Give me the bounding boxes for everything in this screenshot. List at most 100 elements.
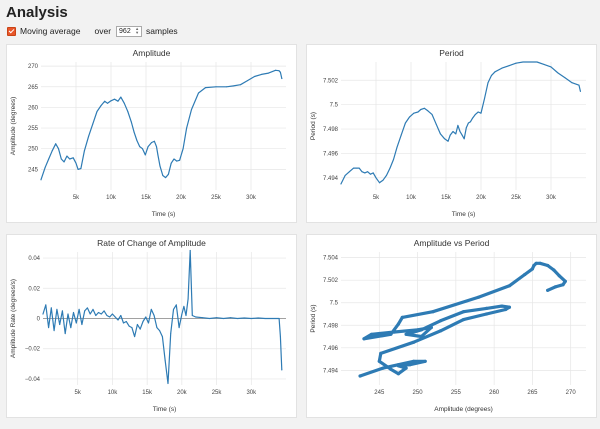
data-point bbox=[243, 317, 245, 319]
data-point bbox=[48, 158, 50, 160]
rate-of-change-of-amplitude-title: Rate of Change of Amplitude bbox=[97, 238, 206, 248]
data-point bbox=[125, 321, 127, 322]
y-tick-label: 0.02 bbox=[28, 286, 40, 292]
data-point bbox=[162, 175, 164, 176]
data-point bbox=[187, 298, 189, 300]
data-point bbox=[470, 121, 471, 123]
y-tick-label: 7.5 bbox=[330, 103, 339, 109]
amplitude-vs-period-title: Amplitude vs Period bbox=[414, 238, 490, 248]
data-point bbox=[546, 288, 550, 292]
data-point bbox=[75, 322, 77, 324]
data-point bbox=[167, 173, 169, 175]
x-tick-label: 270 bbox=[566, 390, 577, 396]
data-point bbox=[64, 333, 66, 335]
x-tick-label: 30k bbox=[246, 195, 257, 201]
rate-of-change-chart[interactable]: Rate of Change of Amplitude 5k 10k 15k 20k 25… bbox=[7, 235, 296, 417]
data-point bbox=[95, 315, 97, 316]
data-point bbox=[534, 261, 538, 265]
x-tick-label: 20k bbox=[176, 195, 187, 201]
data-point bbox=[209, 318, 211, 319]
data-point bbox=[254, 76, 255, 77]
data-point bbox=[400, 315, 404, 319]
data-point bbox=[438, 329, 443, 333]
data-point bbox=[427, 110, 429, 112]
data-point bbox=[386, 174, 387, 176]
data-point bbox=[396, 372, 400, 376]
data-point bbox=[78, 308, 80, 310]
data-point bbox=[139, 328, 141, 330]
data-point bbox=[459, 131, 461, 132]
data-point bbox=[500, 304, 504, 308]
data-point bbox=[144, 154, 146, 156]
data-point bbox=[56, 308, 58, 310]
data-point bbox=[435, 123, 437, 125]
data-point bbox=[215, 86, 217, 88]
samples-input[interactable]: 962 ▲ ▼ bbox=[116, 25, 143, 37]
data-point bbox=[117, 319, 119, 321]
data-point bbox=[147, 146, 149, 148]
period-chart[interactable]: Period 5k 10k 15k 20k 25k 30k 7.494 7.496 7.498 7.… bbox=[307, 45, 596, 222]
amplitude-y-axis-label: Amplitude (degrees) bbox=[10, 97, 17, 156]
amplitude-vs-period-chart[interactable]: Amplitude vs Period 245 250 255 260 265 270 7.4… bbox=[307, 235, 596, 417]
data-point bbox=[179, 159, 181, 161]
data-point bbox=[117, 100, 119, 102]
y-tick-label: 0 bbox=[37, 317, 41, 323]
x-tick-label: 25k bbox=[511, 195, 522, 201]
data-point bbox=[467, 122, 469, 124]
data-point bbox=[472, 117, 474, 119]
data-point bbox=[236, 318, 238, 319]
data-point bbox=[86, 307, 88, 309]
data-point bbox=[538, 261, 542, 265]
data-point bbox=[477, 111, 479, 113]
y-tick-label: 7.502 bbox=[323, 278, 339, 284]
data-point bbox=[103, 310, 105, 312]
data-point bbox=[107, 102, 108, 104]
data-point bbox=[110, 100, 112, 102]
data-point bbox=[553, 285, 557, 289]
data-point bbox=[404, 366, 408, 370]
x-tick-label: 15k bbox=[141, 195, 152, 201]
data-point bbox=[123, 322, 124, 324]
data-point bbox=[81, 324, 83, 325]
data-point bbox=[552, 268, 556, 272]
period-x-axis-label: Time (s) bbox=[452, 211, 476, 218]
data-point bbox=[530, 267, 534, 271]
data-point bbox=[396, 364, 400, 368]
data-point bbox=[98, 312, 99, 313]
amplitude-chart-panel: Amplitude 5k 10k 15k 20k 25k 30k 245 250 255 260 26… bbox=[6, 44, 297, 223]
y-tick-label: 7.504 bbox=[323, 256, 339, 262]
period-chart-panel: Period 5k 10k 15k 20k 25k 30k 7.494 7.496 7.498 7.… bbox=[306, 44, 597, 223]
x-tick-label: 20k bbox=[476, 195, 487, 201]
data-point bbox=[557, 274, 561, 278]
data-point bbox=[474, 113, 476, 115]
data-point bbox=[379, 182, 380, 184]
amplitude-chart[interactable]: Amplitude 5k 10k 15k 20k 25k 30k 245 250 255 260 26… bbox=[7, 45, 296, 222]
period-title: Period bbox=[439, 48, 464, 58]
data-point bbox=[133, 131, 135, 133]
data-point bbox=[156, 327, 158, 329]
data-point bbox=[181, 313, 183, 315]
data-point bbox=[53, 330, 55, 332]
data-point bbox=[412, 359, 416, 363]
moving-average-controls: Moving average over 962 ▲ ▼ samples bbox=[7, 24, 178, 38]
data-point bbox=[447, 140, 449, 142]
data-point bbox=[281, 369, 283, 371]
data-point bbox=[523, 272, 527, 277]
data-point bbox=[142, 148, 143, 150]
x-tick-label: 255 bbox=[451, 390, 462, 396]
data-point bbox=[120, 315, 122, 316]
data-point bbox=[449, 134, 451, 136]
x-tick-label: 25k bbox=[211, 195, 222, 201]
moving-average-checkbox[interactable] bbox=[7, 26, 16, 36]
data-point bbox=[361, 171, 363, 173]
y-tick-label: −0.04 bbox=[25, 377, 41, 383]
data-point bbox=[463, 138, 465, 140]
stepper-icon[interactable]: ▲ ▼ bbox=[135, 26, 140, 35]
data-point bbox=[557, 72, 559, 74]
x-tick-label: 260 bbox=[489, 390, 500, 396]
data-point bbox=[185, 315, 187, 316]
amplitude-vs-period-x-axis-label: Amplitude (degrees) bbox=[434, 406, 493, 413]
data-point bbox=[279, 71, 281, 73]
period-series-line bbox=[340, 61, 581, 185]
data-point bbox=[178, 327, 180, 329]
